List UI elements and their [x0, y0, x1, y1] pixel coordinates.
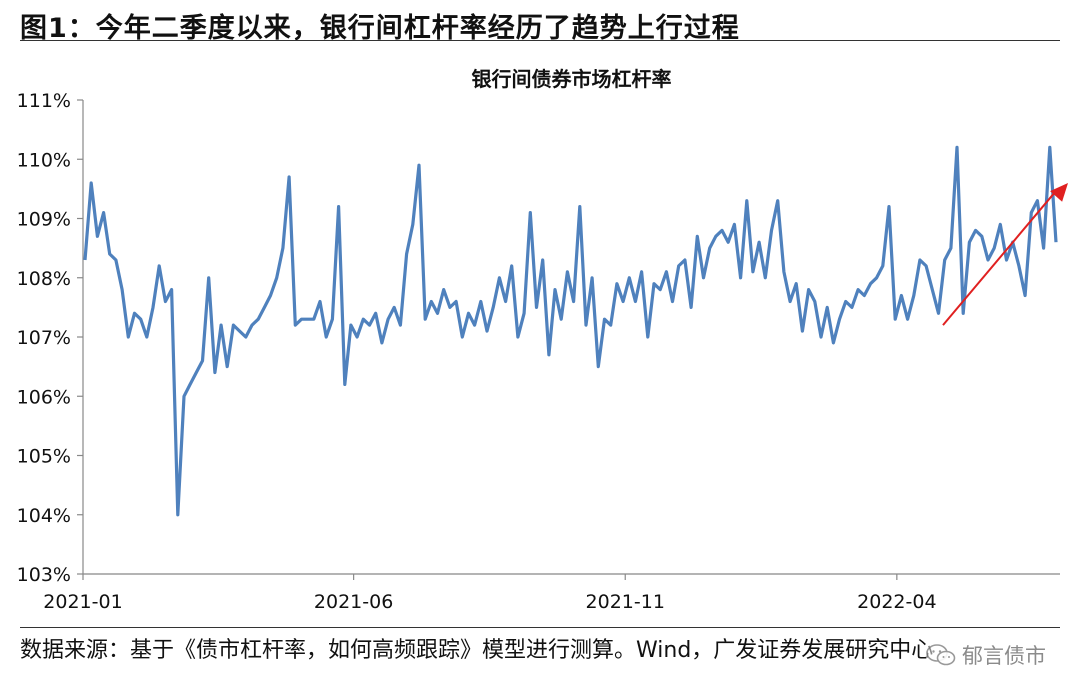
y-tick-label: 108% — [17, 268, 71, 290]
watermark: 郁言债市 — [926, 640, 1046, 670]
title-divider — [20, 40, 1060, 41]
watermark-text: 郁言债市 — [962, 644, 1046, 668]
y-tick-label: 107% — [17, 327, 71, 349]
wechat-icon — [926, 644, 956, 666]
leverage-line-chart: 银行间债券市场杠杆率 103%104%105%106%107%108%109%1… — [17, 67, 1068, 613]
x-tick-labels: 2021-01 2021-06 2021-11 2022-04 — [43, 591, 936, 613]
y-tick-label: 105% — [17, 446, 71, 468]
y-tick-labels: 103% 104% 105% 106% 107% 108% 109% 110% 111% — [17, 90, 71, 586]
figure-title: 图1：今年二季度以来，银行间杠杆率经历了趋势上行过程 — [20, 13, 740, 44]
y-tick-label: 109% — [17, 209, 71, 231]
source-divider — [20, 627, 1060, 628]
y-tick-label: 104% — [17, 505, 71, 527]
y-tick-label: 110% — [17, 149, 71, 171]
trend-arrow-head — [1050, 182, 1068, 202]
trend-arrow — [942, 182, 1068, 326]
y-tick-label: 106% — [17, 386, 71, 408]
y-tick-label: 103% — [17, 564, 71, 586]
x-tick-label: 2021-11 — [586, 591, 665, 613]
series-line — [83, 145, 1058, 517]
x-tick-label: 2021-01 — [43, 591, 122, 613]
x-tick-label: 2021-06 — [314, 591, 393, 613]
x-tick-label: 2022-04 — [857, 591, 936, 613]
trend-arrow-shaft — [942, 190, 1057, 326]
data-source-note: 数据来源：基于《债市杠杆率，如何高频跟踪》模型进行测算。Wind，广发证券发展研… — [20, 638, 934, 663]
y-tick-label: 111% — [17, 90, 71, 112]
axes — [77, 99, 1060, 580]
chart-title: 银行间债券市场杠杆率 — [472, 67, 672, 91]
